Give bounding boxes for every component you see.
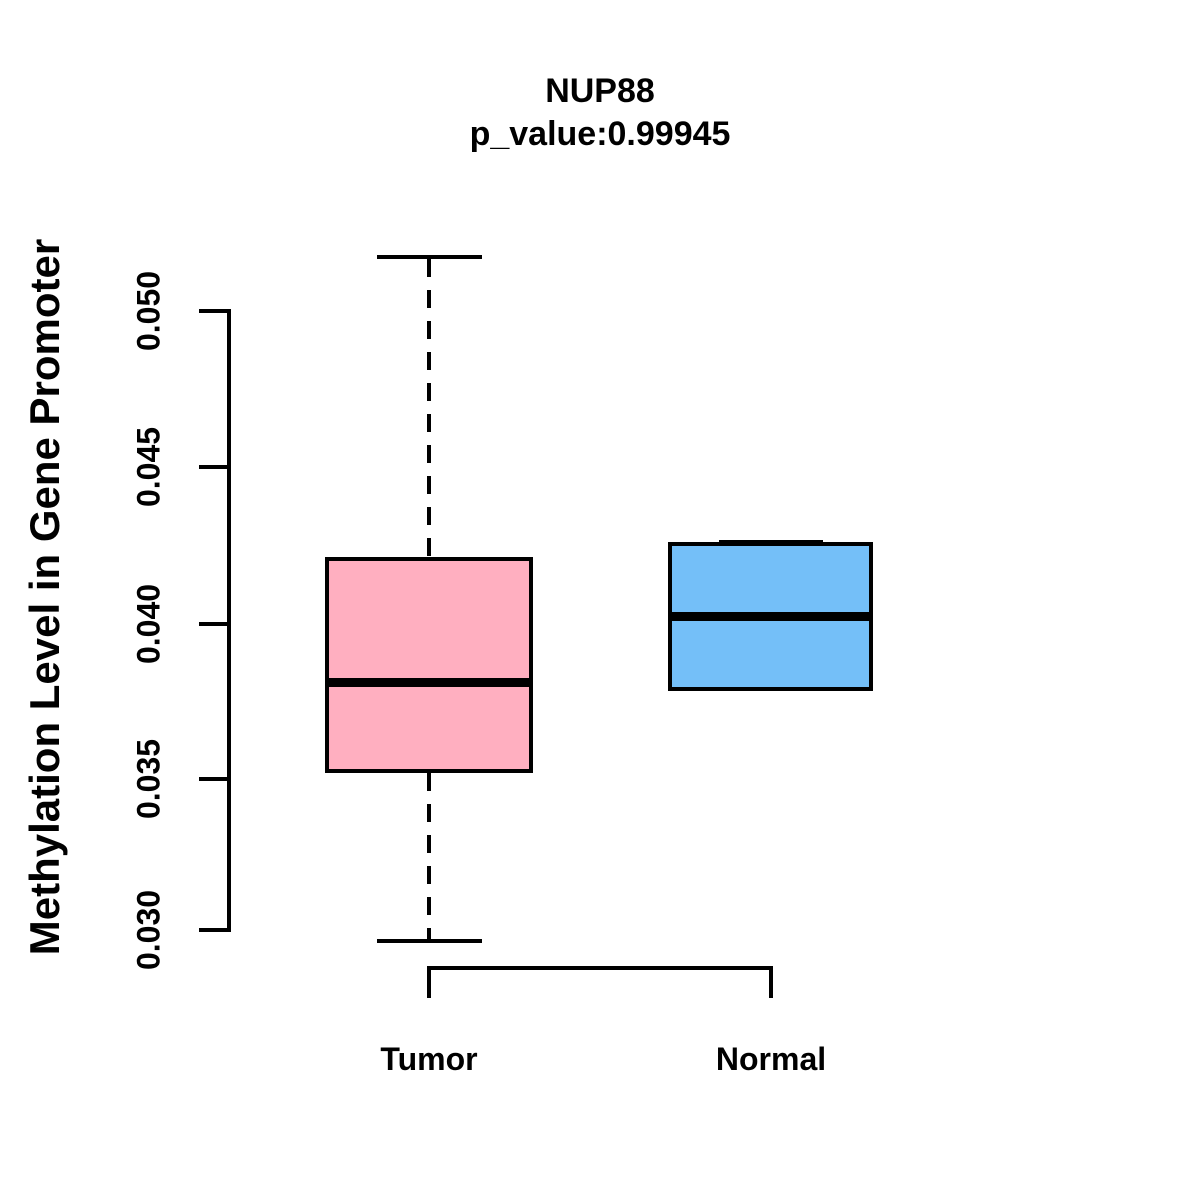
y-tick-label: 0.050 [130,270,167,352]
y-tick-label: 0.040 [130,583,167,665]
y-tick-label: 0.030 [130,889,167,971]
y-tick-mark [199,465,231,469]
chart-subtitle-pvalue: p_value:0.99945 [469,115,731,153]
y-tick-mark [199,622,231,626]
y-tick-label: 0.045 [130,426,167,508]
y-tick-mark [199,928,231,932]
tumor-upper-whisker-cap [377,255,482,259]
tumor-lower-whisker-line [427,773,431,939]
x-tick-label-normal: Normal [715,1041,827,1077]
x-tick-mark-tumor [427,966,431,998]
x-tick-label-tumor: Tumor [380,1041,478,1077]
tumor-box [325,557,533,773]
chart-title: NUP88 [545,72,655,110]
tumor-lower-whisker-cap [377,939,482,943]
tumor-upper-whisker-line [427,259,431,557]
x-tick-mark-normal [769,966,773,998]
x-axis-line [427,966,773,970]
y-tick-mark [199,309,231,313]
normal-lower-whisker-cap [719,687,823,691]
y-tick-label: 0.035 [130,738,167,820]
y-axis-line [227,311,231,932]
tumor-median-line [325,678,533,687]
normal-upper-whisker-cap [719,540,823,544]
y-axis-title: Methylation Level in Gene Promoter [21,238,68,956]
y-tick-mark [199,777,231,781]
normal-median-line [668,612,873,621]
